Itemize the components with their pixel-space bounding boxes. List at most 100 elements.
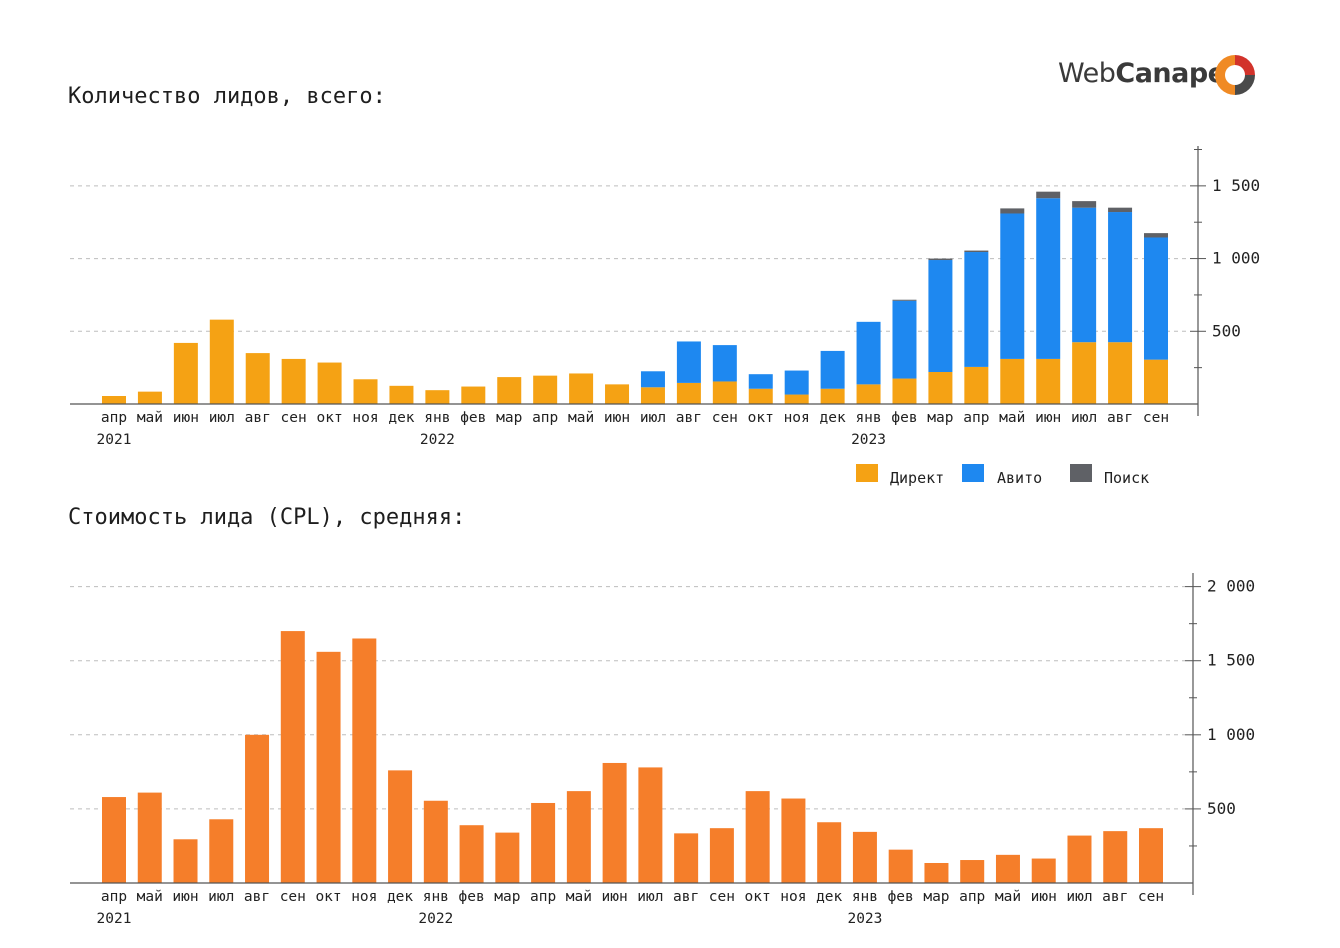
- bar-avito-22: [892, 300, 917, 379]
- x-tick-label-15: июл: [640, 410, 666, 426]
- bar-cpl-22: [888, 849, 913, 883]
- bar-cpl-16: [674, 833, 699, 883]
- bar-cpl-0: [102, 797, 126, 883]
- x-tick-label-27: июл: [1066, 889, 1092, 905]
- x-tick-label-22: фев: [888, 889, 914, 905]
- bar-cpl-21: [852, 831, 877, 883]
- bar-cpl-4: [245, 734, 270, 883]
- year-label-1: 2022: [420, 432, 455, 448]
- bar-direct-28: [1108, 342, 1133, 404]
- x-tick-label-7: ноя: [351, 889, 377, 905]
- bar-direct-0: [102, 396, 126, 404]
- x-tick-label-20: дек: [816, 889, 842, 905]
- bar-cpl-18: [745, 791, 770, 883]
- x-tick-label-6: окт: [316, 410, 342, 426]
- x-tick-label-19: ноя: [780, 889, 806, 905]
- x-tick-label-25: май: [999, 410, 1025, 426]
- bar-direct-16: [676, 382, 701, 404]
- x-tick-label-1: май: [137, 410, 163, 426]
- x-tick-label-22: фев: [891, 410, 917, 426]
- bar-search-26: [1036, 191, 1061, 199]
- x-tick-label-8: дек: [387, 889, 413, 905]
- bar-direct-10: [461, 386, 486, 404]
- bar-direct-12: [533, 375, 558, 404]
- x-tick-label-9: янв: [424, 410, 450, 426]
- bar-search-23: [928, 258, 953, 261]
- x-tick-label-17: сен: [709, 889, 735, 905]
- bar-direct-4: [245, 353, 270, 404]
- bar-direct-13: [569, 373, 594, 404]
- logo-swirl-icon: [1215, 55, 1255, 95]
- bar-direct-22: [892, 378, 917, 404]
- legend-swatch-direct: [856, 464, 878, 482]
- bar-avito-17: [712, 345, 737, 382]
- bar-direct-20: [820, 388, 845, 404]
- x-tick-label-21: янв: [855, 410, 881, 426]
- bar-cpl-1: [137, 792, 162, 883]
- bar-direct-29: [1144, 359, 1168, 404]
- bar-cpl-8: [388, 770, 413, 883]
- logo-wordmark: WebCanape: [1058, 58, 1226, 89]
- bar-direct-11: [497, 377, 522, 404]
- bar-avito-26: [1036, 198, 1061, 359]
- y-tick-label-3: 2 000: [1207, 577, 1255, 596]
- bar-cpl-27: [1067, 835, 1092, 883]
- x-tick-label-10: фев: [458, 889, 484, 905]
- bar-cpl-19: [781, 798, 806, 883]
- x-tick-label-10: фев: [460, 410, 486, 426]
- bar-cpl-6: [316, 651, 341, 883]
- bar-avito-18: [748, 374, 773, 389]
- x-tick-label-27: июл: [1071, 410, 1097, 426]
- y-tick-label-2: 1 500: [1212, 176, 1260, 195]
- year-label-1: 2022: [418, 911, 453, 927]
- x-tick-label-26: июн: [1035, 410, 1061, 426]
- x-tick-label-21: янв: [852, 889, 878, 905]
- x-tick-label-1: май: [137, 889, 163, 905]
- x-tick-label-13: май: [566, 889, 592, 905]
- x-tick-label-2: июн: [172, 889, 198, 905]
- y-tick-label-2: 1 500: [1207, 651, 1255, 670]
- legend-label-direct: Директ: [890, 469, 944, 487]
- x-tick-label-16: авг: [673, 889, 699, 905]
- bar-direct-23: [928, 372, 953, 404]
- bar-direct-17: [712, 381, 737, 404]
- bar-avito-27: [1072, 207, 1097, 343]
- logo-bold: Canape: [1115, 58, 1226, 89]
- bar-cpl-26: [1031, 858, 1056, 883]
- bar-cpl-9: [423, 800, 448, 883]
- y-tick-label-1: 1 000: [1207, 725, 1255, 744]
- bar-cpl-15: [638, 767, 663, 883]
- bar-avito-20: [820, 350, 845, 389]
- x-tick-label-5: сен: [280, 889, 306, 905]
- bar-avito-28: [1108, 212, 1133, 343]
- bar-cpl-12: [531, 802, 556, 883]
- bar-cpl-14: [602, 762, 627, 883]
- x-tick-label-18: окт: [748, 410, 774, 426]
- x-tick-label-26: июн: [1031, 889, 1057, 905]
- bar-direct-6: [317, 362, 342, 404]
- bar-avito-23: [928, 260, 953, 373]
- bar-cpl-11: [495, 832, 520, 883]
- logo-prefix: Web: [1058, 58, 1116, 89]
- bar-cpl-17: [709, 828, 734, 883]
- bar-direct-15: [640, 387, 665, 404]
- x-tick-label-17: сен: [712, 410, 738, 426]
- x-tick-label-3: июл: [209, 410, 235, 426]
- x-tick-label-28: авг: [1102, 889, 1128, 905]
- bar-search-24: [964, 250, 989, 253]
- x-tick-label-16: авг: [676, 410, 702, 426]
- bar-cpl-2: [173, 839, 198, 883]
- bar-direct-1: [137, 391, 162, 404]
- year-label-2: 2023: [847, 911, 882, 927]
- bar-direct-25: [1000, 358, 1025, 404]
- bar-avito-29: [1144, 237, 1168, 360]
- bar-direct-26: [1036, 358, 1061, 404]
- x-tick-label-18: окт: [745, 889, 771, 905]
- leads-chart-title: Количество лидов, всего:: [68, 84, 386, 109]
- x-tick-label-14: июн: [604, 410, 630, 426]
- bar-avito-19: [784, 370, 809, 395]
- bar-avito-21: [856, 321, 881, 385]
- webcanape-logo: WebCanape: [1058, 52, 1268, 102]
